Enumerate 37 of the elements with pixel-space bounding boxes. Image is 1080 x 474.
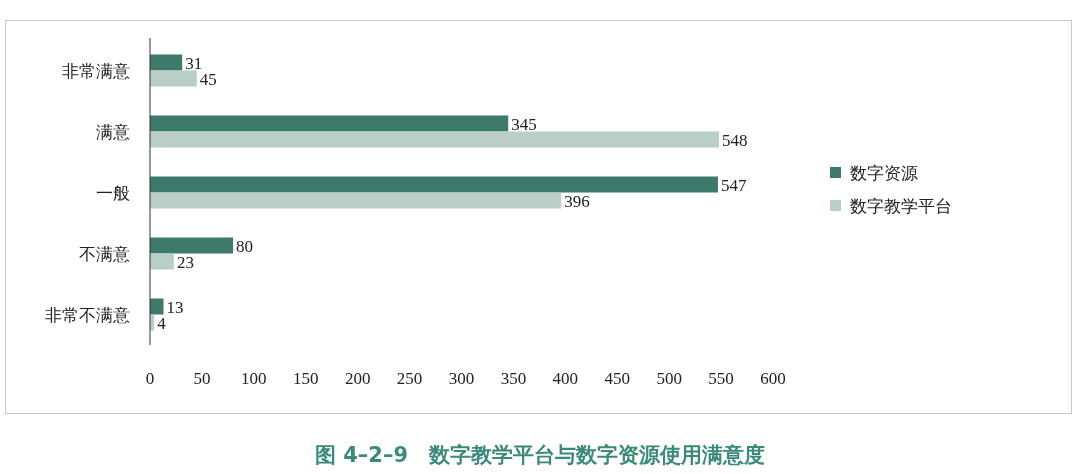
x-tick-label: 300 <box>448 369 475 388</box>
bar <box>150 176 718 193</box>
data-label: 345 <box>511 114 537 134</box>
x-tick-label: 250 <box>396 369 423 388</box>
x-tick-label: 150 <box>293 369 319 388</box>
x-tick-label: 450 <box>604 369 630 388</box>
y-tick-label: 一般 <box>96 182 130 203</box>
bar <box>150 131 720 148</box>
x-tick-label: 550 <box>708 369 734 388</box>
bar <box>150 253 174 270</box>
x-tick-label: 400 <box>552 369 579 388</box>
x-tick-label: 100 <box>241 369 267 388</box>
bar <box>150 115 509 132</box>
x-tick-label: 600 <box>760 369 786 388</box>
data-label: 80 <box>236 236 254 256</box>
y-tick-label: 不满意 <box>79 243 130 264</box>
x-tick-label: 50 <box>193 369 211 388</box>
bar <box>150 54 183 71</box>
data-label: 548 <box>722 130 748 150</box>
y-tick-label: 非常不满意 <box>45 304 130 325</box>
x-tick-label: 0 <box>145 369 155 388</box>
text: 图 4–2–9 数字教学平台与数字资源使用满意度 <box>314 443 766 467</box>
bar <box>150 70 197 87</box>
data-label: 23 <box>176 252 194 272</box>
data-label: 4 <box>157 313 167 333</box>
y-tick-label: 满意 <box>96 121 130 142</box>
data-label: 13 <box>166 297 184 317</box>
data-label: 547 <box>720 175 747 195</box>
data-label: 396 <box>564 191 590 211</box>
x-tick-label: 500 <box>656 369 682 388</box>
legend-label: 数字教学平台 <box>850 196 952 216</box>
y-tick-label: 非常满意 <box>62 60 130 81</box>
x-tick-label: 200 <box>344 369 371 388</box>
legend-label: 数字资源 <box>850 163 918 183</box>
bar <box>150 192 562 209</box>
bar <box>150 237 234 254</box>
x-tick-label: 350 <box>500 369 527 388</box>
